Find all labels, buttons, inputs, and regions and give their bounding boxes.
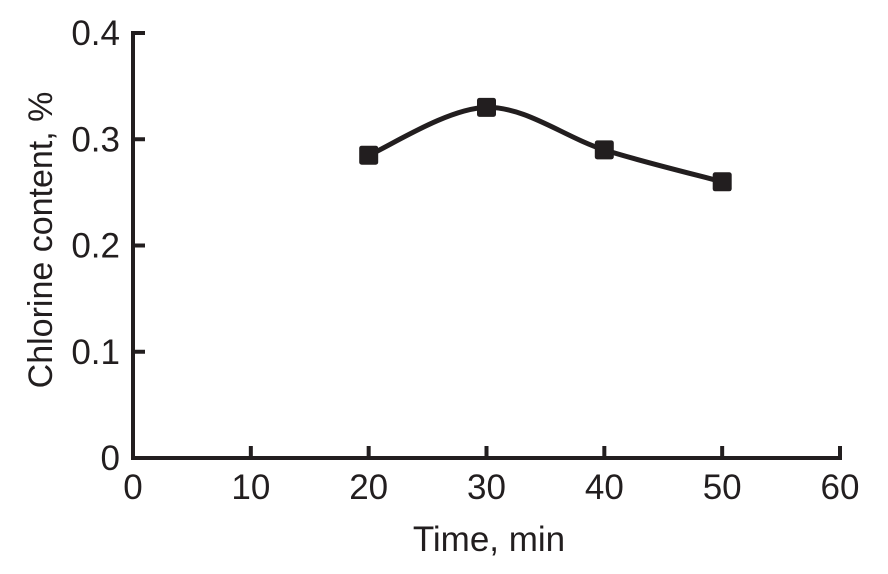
- y-tick-label: 0: [101, 439, 120, 478]
- y-axis-label: Chlorine content, %: [22, 92, 60, 389]
- data-point-marker: [594, 140, 614, 160]
- y-tick-label: 0.1: [71, 333, 120, 372]
- x-tick-label: 40: [585, 468, 624, 507]
- series-line: [367, 104, 723, 185]
- y-tick-label: 0.2: [71, 227, 120, 266]
- x-tick-label: 10: [231, 468, 270, 507]
- x-tick-label: 20: [349, 468, 388, 507]
- y-tick-label: 0.3: [71, 120, 120, 159]
- x-tick-label: 50: [703, 468, 742, 507]
- x-axis-label: Time, min: [413, 520, 565, 559]
- x-tick-label: 0: [123, 468, 142, 507]
- axis-frame: [131, 31, 842, 460]
- y-tick-label: 0.4: [71, 14, 120, 53]
- data-point-marker: [359, 145, 379, 165]
- data-point-marker: [712, 172, 732, 192]
- data-point-marker: [477, 97, 496, 117]
- x-tick-label: 30: [467, 468, 506, 507]
- x-tick-label: 60: [821, 468, 860, 507]
